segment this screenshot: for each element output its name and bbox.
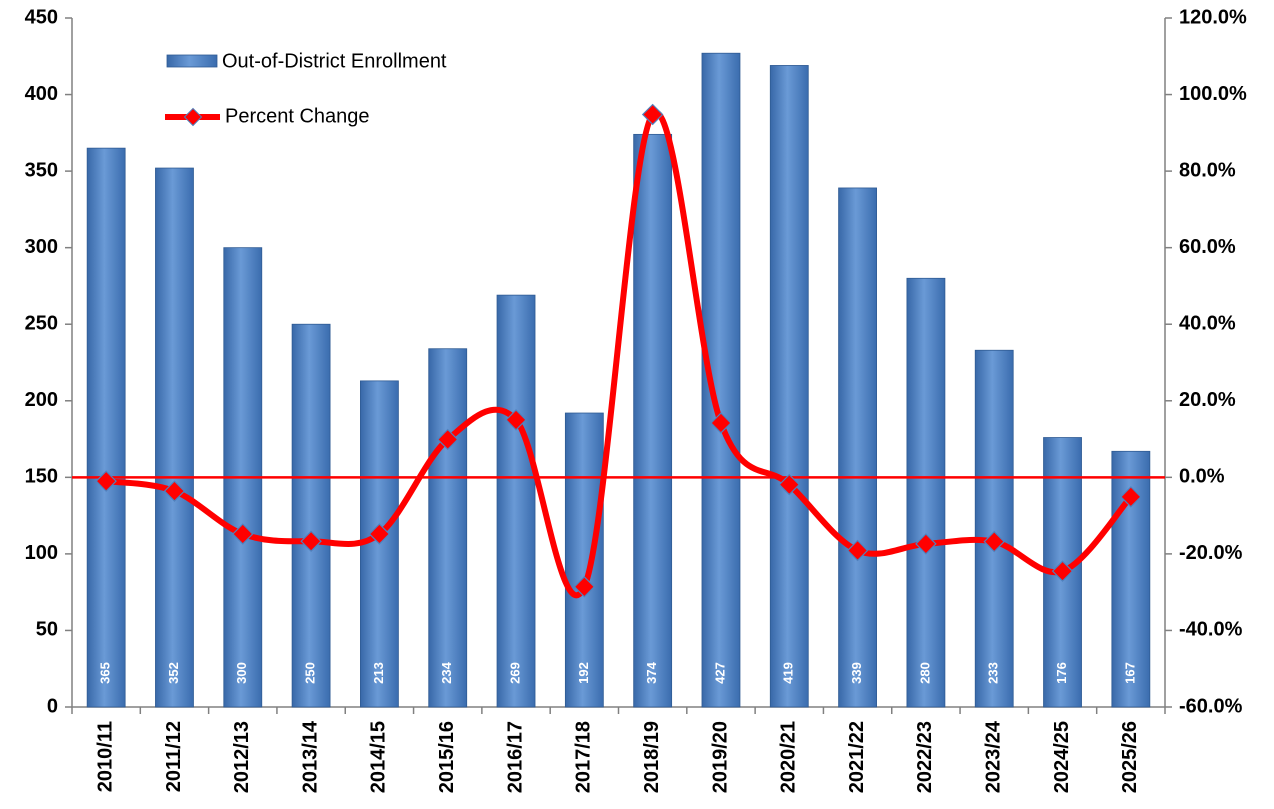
x-tick-label: 2014/15: [368, 721, 390, 793]
y2-tick-label: 100.0%: [1179, 83, 1247, 105]
bar: [496, 294, 536, 708]
x-tick-label: 2015/16: [436, 721, 458, 793]
marker: [232, 523, 254, 545]
y2-tick-label: 120.0%: [1179, 6, 1247, 28]
bar: [906, 277, 946, 708]
y2-tick-label: 0.0%: [1179, 466, 1225, 488]
marker: [163, 480, 186, 502]
y2-tick-label: 80.0%: [1179, 159, 1236, 181]
y-tick-label: 50: [36, 619, 58, 641]
data-label: 280: [917, 662, 932, 684]
marker: [846, 539, 869, 562]
x-tick-label: 2019/20: [709, 721, 731, 793]
y-tick-label: 450: [25, 6, 58, 28]
bar: [155, 167, 194, 708]
x-tick-label: 2016/17: [504, 721, 526, 793]
marker: [368, 523, 391, 545]
data-label: 339: [849, 662, 864, 684]
marker: [95, 470, 117, 492]
marker: [300, 530, 322, 553]
data-label: 192: [576, 662, 591, 684]
x-tick-label: 2022/23: [914, 721, 936, 793]
legend-bar-swatch: [166, 54, 218, 68]
data-label: 250: [303, 662, 318, 684]
y-tick-label: 0: [47, 695, 58, 717]
data-label: 419: [781, 662, 796, 684]
x-tick-label: 2024/25: [1051, 721, 1073, 793]
x-tick-label: 2023/24: [983, 720, 1005, 793]
x-tick-label: 2013/14: [299, 720, 321, 793]
data-label: 233: [986, 662, 1001, 684]
data-label: 269: [507, 662, 522, 684]
y2-tick-label: -60.0%: [1179, 695, 1243, 717]
x-tick-label: 2017/18: [573, 721, 595, 793]
marker: [915, 533, 937, 555]
x-tick-label: 2021/22: [846, 721, 868, 793]
marker: [1051, 560, 1074, 582]
y-tick-label: 350: [25, 159, 58, 181]
marker: [710, 412, 732, 434]
legend-label: Out-of-District Enrollment: [222, 50, 447, 72]
x-tick-label: 2020/21: [778, 721, 800, 793]
y-tick-label: 300: [25, 236, 58, 258]
bar: [974, 349, 1014, 708]
data-label: 427: [712, 662, 727, 684]
marker: [778, 473, 801, 496]
marker: [641, 103, 664, 126]
bar: [633, 133, 673, 708]
bar: [564, 412, 604, 708]
data-label: 213: [371, 662, 386, 684]
bar: [291, 323, 331, 708]
x-tick-label: 2010/11: [94, 721, 116, 792]
y-tick-label: 250: [25, 313, 58, 335]
y-tick-label: 150: [25, 466, 58, 488]
data-label: 374: [644, 661, 659, 683]
marker: [1120, 486, 1142, 508]
data-label: 365: [98, 662, 113, 684]
marker: [983, 530, 1005, 553]
x-tick-label: 2025/26: [1119, 721, 1141, 793]
y2-tick-label: 20.0%: [1179, 389, 1236, 411]
x-tick-label: 2011/12: [163, 721, 185, 792]
data-label: 176: [1054, 662, 1069, 684]
x-tick-label: 2018/19: [641, 721, 663, 793]
bar: [838, 187, 877, 708]
data-label: 167: [1122, 662, 1137, 684]
y2-tick-label: 60.0%: [1179, 236, 1236, 258]
data-label: 300: [234, 662, 249, 684]
y2-tick-label: -20.0%: [1179, 542, 1243, 564]
bar: [769, 65, 809, 708]
y-tick-label: 100: [25, 542, 58, 564]
y2-tick-label: 40.0%: [1179, 313, 1236, 335]
legend-label: Percent Change: [225, 105, 370, 127]
bar: [428, 348, 468, 708]
legend-marker: [183, 107, 203, 127]
x-tick-label: 2012/13: [231, 721, 253, 793]
marker: [505, 409, 527, 431]
data-label: 234: [439, 661, 454, 683]
data-label: 352: [166, 662, 181, 684]
marker: [573, 576, 596, 598]
y-tick-label: 400: [25, 83, 58, 105]
marker: [436, 428, 459, 451]
y-tick-label: 200: [25, 389, 58, 411]
bar: [86, 147, 126, 708]
y2-tick-label: -40.0%: [1179, 619, 1243, 641]
